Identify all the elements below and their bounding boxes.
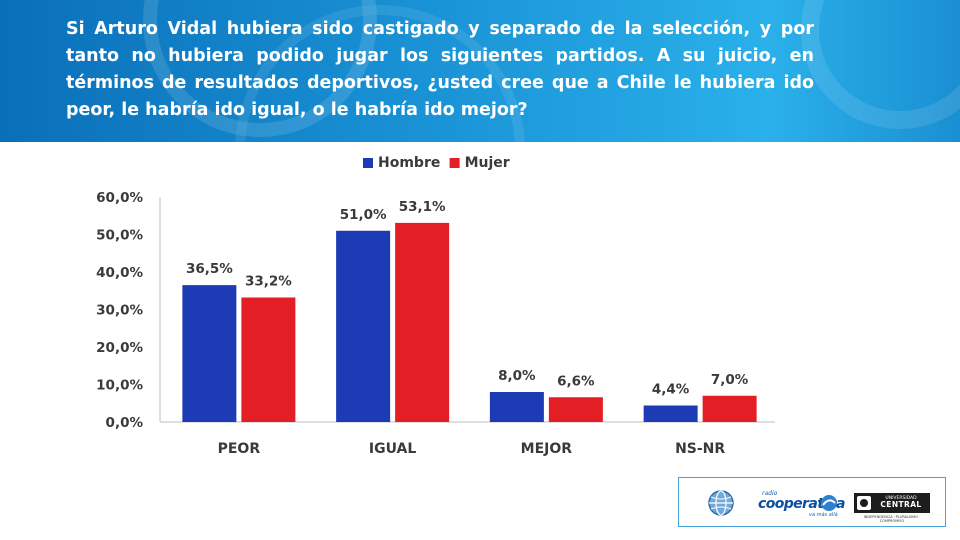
sponsor-logos: radio cooperativa va más allá UNIVERSIDA…: [678, 477, 946, 527]
data-label: 4,4%: [652, 382, 690, 398]
y-tick-label: 10,0%: [96, 378, 143, 394]
ucen-tagline: INDEPENDENCIA · PLURALISMO · COMPROMISO: [863, 515, 921, 523]
legend-label-mujer: Mujer: [465, 155, 510, 171]
y-tick-label: 0,0%: [106, 415, 144, 431]
ucen-logo: UNIVERSIDAD CENTRAL: [854, 493, 930, 513]
data-label: 7,0%: [711, 372, 749, 388]
x-tick-label: PEOR: [218, 441, 261, 457]
legend-swatch-mujer: [449, 158, 460, 168]
y-tick-label: 30,0%: [96, 303, 143, 319]
data-label: 8,0%: [498, 368, 536, 384]
ucen-emblem-icon: [857, 496, 871, 510]
bar-mujer-igual: [395, 222, 450, 422]
ucen-name: CENTRAL: [880, 500, 922, 509]
cooperativa-tagline: va más allá: [809, 512, 838, 518]
x-tick-label: MEJOR: [521, 441, 573, 457]
data-label: 33,2%: [245, 274, 292, 290]
ucen-top-label: UNIVERSIDAD: [885, 496, 917, 501]
header-banner: Si Arturo Vidal hubiera sido castigado y…: [0, 0, 960, 142]
y-tick-label: 50,0%: [96, 228, 143, 244]
data-label: 51,0%: [340, 207, 387, 223]
bar-mujer-ns-nr: [702, 395, 757, 422]
x-tick-label: IGUAL: [369, 441, 416, 457]
bar-mujer-peor: [241, 297, 296, 422]
x-tick-label: NS-NR: [675, 441, 725, 457]
legend-swatch-hombre: [363, 158, 373, 168]
bar-hombre-ns-nr: [643, 405, 698, 422]
y-tick-label: 40,0%: [96, 265, 143, 281]
decorative-swirl: [143, 0, 960, 142]
bar-mujer-mejor: [548, 397, 603, 422]
bar-hombre-mejor: [489, 392, 544, 422]
survey-question: Si Arturo Vidal hubiera sido castigado y…: [66, 19, 814, 120]
data-label: 53,1%: [399, 199, 446, 215]
globe-logo-icon: [708, 490, 734, 516]
y-tick-label: 60,0%: [96, 190, 143, 206]
radio-label: radio: [762, 490, 778, 497]
bar-chart: Hombre Mujer 0,0% 10,0% 20,0% 30,0% 40,0% 50,0%…: [96, 155, 775, 457]
cooperativa-circle-icon: [821, 495, 837, 511]
bar-hombre-peor: [182, 285, 237, 422]
y-tick-label: 20,0%: [96, 340, 143, 356]
bar-hombre-igual: [336, 230, 391, 422]
data-label: 36,5%: [186, 261, 233, 277]
data-label: 6,6%: [557, 373, 595, 389]
legend-label-hombre: Hombre: [378, 155, 440, 171]
